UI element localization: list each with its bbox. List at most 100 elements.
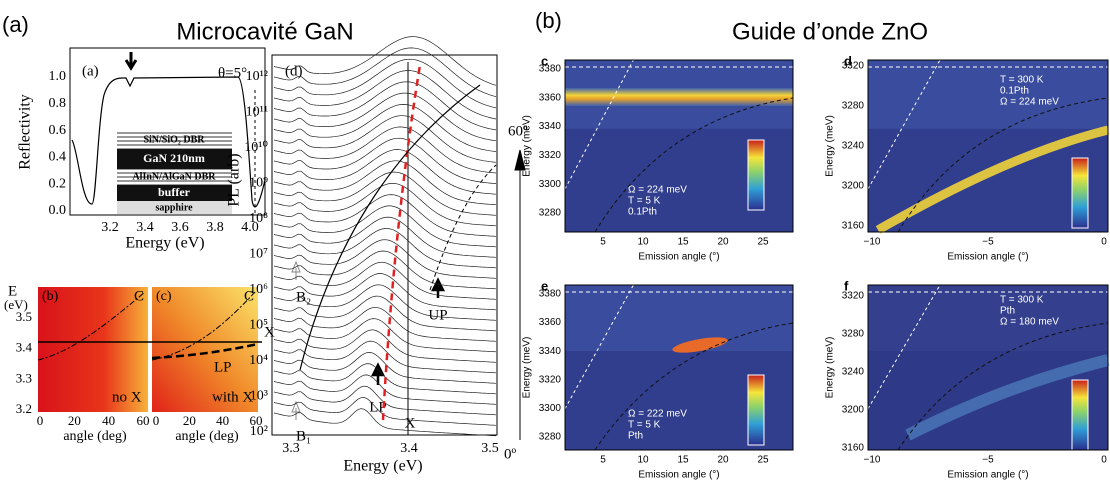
- layer-label: buffer: [158, 185, 191, 199]
- layer-label: sapphire: [155, 202, 193, 213]
- annotation: 0º: [504, 446, 517, 462]
- y-tick-label: 3240: [842, 141, 865, 152]
- x-axis-label: Emission angle (°): [638, 470, 719, 481]
- spectrum: [273, 261, 497, 300]
- layer: [117, 149, 232, 169]
- figure-title: Microcavité GaN: [176, 18, 353, 45]
- x-tick-label: 15: [677, 455, 689, 466]
- panel-label: d: [844, 53, 852, 68]
- y-tick-label: 3340: [539, 121, 562, 132]
- y-tick-label: 10⁶: [249, 282, 268, 297]
- colorbar: [1071, 157, 1089, 229]
- emission-band: [565, 88, 793, 106]
- spectrum: [273, 216, 497, 258]
- heatmap: [38, 287, 148, 412]
- spectrum: [273, 81, 497, 131]
- annotation: X: [405, 415, 416, 431]
- annotation: B₂: [296, 289, 311, 305]
- x-axis-label: Emission angle (°): [638, 252, 719, 263]
- x-tick-label: 0: [37, 413, 44, 428]
- y-tick-label: 3160: [842, 443, 865, 454]
- spectrum: [273, 408, 497, 437]
- x-tick-label: 20: [68, 413, 81, 428]
- annotation: Ω = 224 meV: [1000, 97, 1059, 108]
- spectrum: [273, 363, 497, 395]
- y-tick-label: 3.2: [16, 401, 32, 416]
- annotation: 60º: [508, 123, 528, 139]
- x-tick-label: 4.0: [241, 220, 259, 235]
- annotation: T = 300 K: [1000, 75, 1044, 86]
- x-tick-label: −10: [864, 237, 881, 248]
- x-axis-label: Emission angle (°): [947, 470, 1028, 481]
- spectrum: [273, 250, 497, 290]
- annotation: θ=5°: [218, 65, 247, 81]
- x-tick-label: 3.3: [282, 441, 300, 456]
- reflectivity-curve: [71, 76, 266, 208]
- dispersion: [299, 84, 481, 371]
- y-axis-label: PL (arb): [226, 153, 243, 206]
- y-tick-label: 10¹²: [246, 69, 268, 84]
- annotation: 0.1Pth: [1000, 86, 1029, 97]
- panel-a: (a) θ=5° Reflectivity Energy (eV) SiN/Si…: [17, 47, 266, 252]
- spectrum: [273, 36, 497, 86]
- annotation: Ω = 180 meV: [1000, 317, 1059, 328]
- x-tick-label: 3.8: [206, 220, 224, 235]
- annotation: no X: [112, 389, 142, 405]
- annotation: T = 5 K: [628, 420, 661, 431]
- axes-frame: [564, 59, 794, 233]
- spectrum: [273, 70, 497, 120]
- spectrum: [273, 58, 497, 109]
- y-tick-label: 0.4: [49, 150, 67, 165]
- arrow: [124, 52, 138, 71]
- layer: [117, 201, 232, 214]
- spectrum: [273, 306, 497, 342]
- y-tick-label: 3280: [539, 432, 562, 443]
- y-axis-label: Energy (meV): [522, 337, 533, 399]
- annotation: C: [134, 288, 144, 304]
- x-tick-label: 40: [216, 413, 229, 428]
- panel-bc: E (eV) (b) C no X angle (deg) (c) C X LP…: [4, 283, 275, 444]
- spectrum: [273, 160, 497, 206]
- x-tick-label: 10: [637, 237, 649, 248]
- x-tick-label: 15: [677, 237, 689, 248]
- lp-dispersion: [381, 64, 422, 421]
- panel-label: (a): [82, 63, 99, 79]
- axes-frame: [564, 284, 794, 451]
- y-tick-label: 3360: [539, 317, 562, 328]
- layer: [117, 185, 232, 201]
- y-tick-label: 0.2: [49, 176, 67, 191]
- layer-label: SiN/SiO₂ DBR: [143, 134, 205, 145]
- annotation: UP: [428, 307, 447, 323]
- spectrum: [273, 126, 497, 174]
- spectrum: [273, 239, 497, 279]
- spectrum: [273, 149, 497, 195]
- spectrum: [273, 92, 497, 142]
- axes-frame: [867, 284, 1109, 451]
- annotation: LP: [214, 359, 232, 375]
- y-tick-label: 3360: [539, 92, 562, 103]
- colorbar: [747, 139, 765, 211]
- y-tick-label: 3200: [842, 405, 865, 416]
- panel-label: (b): [42, 289, 59, 304]
- y-tick-label: 3320: [842, 61, 865, 72]
- panel-d: (d) PL (arb) Energy (eV) B₂ B₁ LP X UP 6…: [226, 36, 528, 475]
- layer: [117, 131, 232, 149]
- layer-label: AlInN/AlGaN DBR: [132, 171, 216, 182]
- photon-line: [564, 59, 634, 190]
- spectrum: [273, 104, 497, 152]
- figure-title: Guide d’onde ZnO: [732, 18, 928, 45]
- x-tick-label: −10: [864, 455, 881, 466]
- y-tick-label: 3300: [539, 179, 562, 190]
- x-axis-label: angle (deg): [63, 429, 127, 444]
- annotation: C: [244, 288, 254, 304]
- x-tick-label: 3.6: [171, 220, 189, 235]
- colorbar: [1071, 379, 1089, 451]
- y-axis-label: Reflectivity: [17, 94, 34, 170]
- y-tick-label: 3200: [842, 181, 865, 192]
- x-tick-label: 3.4: [136, 220, 154, 235]
- lp-fit: [897, 322, 1109, 451]
- annotation: Ω = 224 meV: [628, 185, 687, 196]
- x-tick-label: 20: [183, 413, 196, 428]
- x-tick-label: 3.4: [400, 441, 418, 456]
